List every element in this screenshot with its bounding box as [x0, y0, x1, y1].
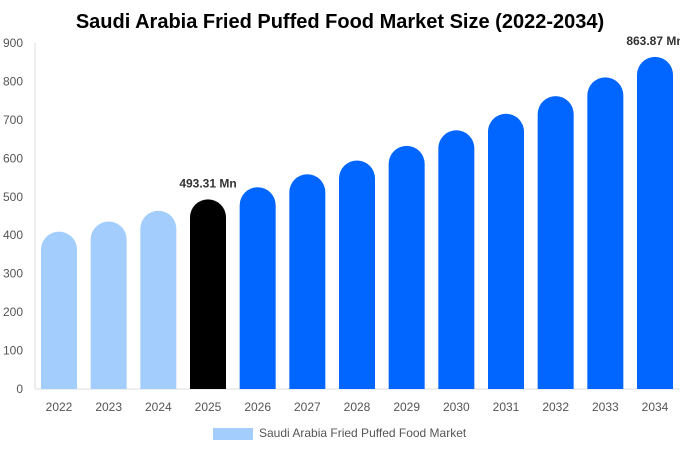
x-tick-label: 2026 [244, 400, 271, 414]
x-tick-label: 2034 [642, 400, 669, 414]
y-tick-label: 500 [3, 190, 23, 204]
bar-2033 [587, 77, 624, 390]
bar-2032 [537, 96, 574, 389]
y-tick-label: 400 [3, 228, 23, 242]
y-tick-label: 0 [16, 382, 23, 396]
y-tick-label: 300 [3, 267, 23, 281]
x-tick-label: 2024 [145, 400, 172, 414]
x-tick-label: 2029 [393, 400, 420, 414]
y-tick-label: 100 [3, 344, 23, 358]
x-tick-label: 2028 [344, 400, 371, 414]
x-tick-label: 2023 [95, 400, 122, 414]
data-label: 493.31 Mn [179, 176, 236, 190]
bar-2025 [190, 199, 226, 389]
x-tick-label: 2022 [46, 400, 73, 414]
x-tick-label: 2025 [195, 400, 222, 414]
y-tick-label: 700 [3, 113, 23, 127]
x-tick-label: 2027 [294, 400, 321, 414]
bar-2031 [488, 113, 524, 389]
chart-title: Saudi Arabia Fried Puffed Food Market Si… [76, 11, 604, 33]
bar-2034 [637, 56, 673, 389]
bar-2030 [438, 130, 475, 390]
y-tick-label: 600 [3, 151, 23, 165]
bar-2024 [140, 210, 177, 389]
y-tick-label: 900 [3, 36, 23, 50]
bar-2029 [388, 145, 425, 389]
legend: Saudi Arabia Fried Puffed Food Market [213, 426, 467, 440]
bar-2026 [239, 187, 276, 389]
y-tick-label: 800 [3, 74, 23, 88]
bar-2028 [339, 160, 375, 389]
bar-2022 [41, 231, 77, 389]
legend-label: Saudi Arabia Fried Puffed Food Market [259, 426, 467, 440]
x-tick-label: 2031 [493, 400, 520, 414]
bar-2027 [289, 174, 326, 389]
x-tick-label: 2030 [443, 400, 470, 414]
data-label: 863.87 Mn [626, 34, 680, 48]
x-tick-label: 2032 [542, 400, 569, 414]
x-tick-label: 2033 [592, 400, 619, 414]
y-tick-label: 200 [3, 305, 23, 319]
bar-2023 [90, 221, 127, 389]
legend-swatch [213, 428, 253, 440]
